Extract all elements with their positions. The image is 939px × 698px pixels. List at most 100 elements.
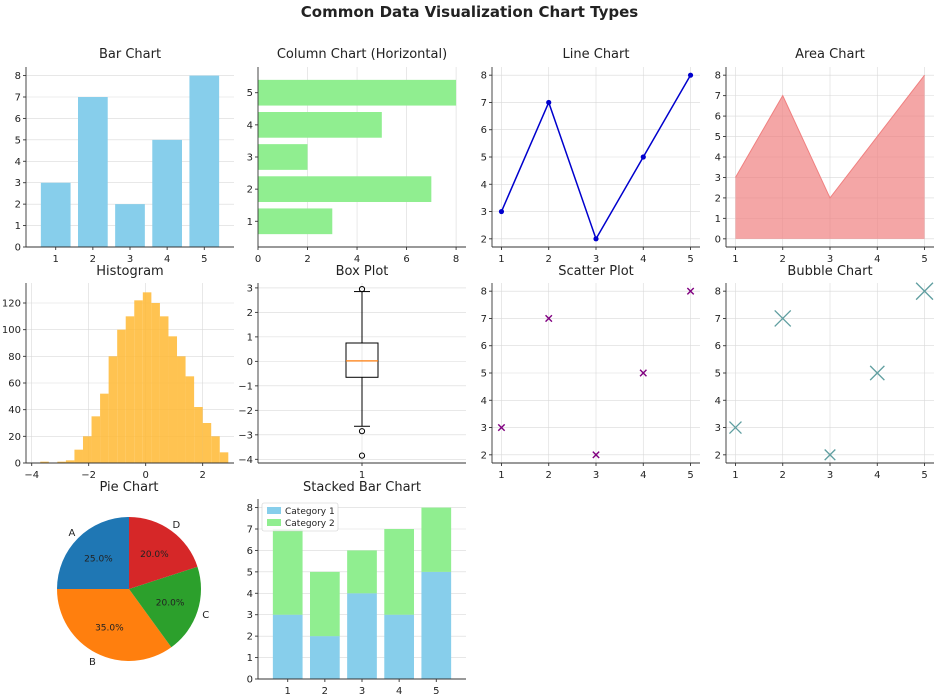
- chart-title: Line Chart: [563, 47, 630, 62]
- bar: [78, 97, 108, 247]
- y-tick-label: −2: [238, 406, 253, 417]
- y-tick-label: 0: [715, 234, 721, 245]
- y-tick-label: 3: [715, 423, 721, 434]
- y-tick-label: 7: [481, 314, 487, 325]
- bar: [115, 204, 145, 247]
- bubble-point-stroke: [869, 365, 885, 381]
- x-tick-label: 2: [304, 254, 310, 265]
- stacked-bar-segment: [310, 571, 340, 637]
- y-tick-label: 2: [15, 200, 21, 211]
- y-tick-label: 7: [15, 93, 21, 104]
- y-tick-label: 0: [247, 675, 253, 686]
- y-tick-label: 7: [715, 91, 721, 102]
- y-tick-label: 6: [481, 341, 487, 352]
- stacked-bar-segment: [272, 529, 303, 615]
- histogram-bin: [159, 316, 169, 463]
- histogram-bin: [219, 452, 229, 463]
- figure-title: Common Data Visualization Chart Types: [301, 3, 638, 21]
- y-tick-label: 4: [481, 396, 487, 407]
- pie-chart: Pie Chart 25.0% A 35.0% B 20.0% C 20.0% D: [57, 480, 209, 668]
- y-tick-label: 5: [715, 369, 721, 380]
- area-edge: [735, 74, 925, 199]
- data-point: [546, 99, 552, 106]
- histogram-bin: [40, 461, 49, 463]
- bar: [152, 139, 182, 247]
- pie-slice: [57, 517, 129, 589]
- scatter-point-stroke: [545, 314, 553, 323]
- pie-slice: [129, 566, 202, 648]
- pie-category-label: B: [89, 657, 96, 668]
- stacked-bar-segment: [384, 614, 414, 679]
- histogram-bin: [125, 316, 135, 463]
- x-tick-label: 4: [164, 254, 170, 265]
- y-tick-label: 6: [247, 546, 253, 557]
- x-tick-label: −2: [81, 470, 96, 481]
- y-tick-label: 5: [247, 567, 253, 578]
- histogram-bin: [177, 356, 186, 463]
- legend-label: Category 1: [285, 507, 335, 517]
- x-tick-label: 3: [127, 254, 133, 265]
- y-tick-label: 2: [481, 234, 487, 245]
- bar: [258, 144, 308, 170]
- stacked-bar-segment: [310, 636, 340, 679]
- chart-title: Histogram: [96, 264, 163, 279]
- y-tick-label: 40: [8, 405, 21, 416]
- stacked-bar-segment: [421, 507, 452, 572]
- scatter-point-stroke: [592, 451, 600, 459]
- histogram-bin: [185, 376, 195, 463]
- histogram-bin: [108, 356, 118, 463]
- y-tick-label: 20: [8, 432, 21, 443]
- histogram-bin: [65, 460, 75, 463]
- x-tick-label: 5: [201, 254, 207, 265]
- scatter-point-stroke: [639, 369, 647, 377]
- y-tick-label: 0: [247, 357, 253, 368]
- y-tick-label: 6: [715, 341, 721, 352]
- y-tick-label: 5: [481, 153, 487, 164]
- x-tick-label: 1: [359, 470, 365, 481]
- y-tick-label: 2: [247, 185, 253, 196]
- chart-title: Pie Chart: [99, 480, 158, 495]
- y-tick-label: 4: [15, 157, 21, 168]
- pie-pct-label: 20.0%: [156, 598, 185, 608]
- y-tick-label: 8: [715, 71, 721, 82]
- pie-slice: [129, 517, 198, 589]
- histogram-bin: [202, 423, 212, 463]
- x-tick-label: 4: [640, 254, 646, 265]
- bar: [189, 75, 220, 247]
- data-point: [640, 154, 646, 160]
- y-tick-label: 120: [2, 299, 21, 310]
- bar: [258, 79, 457, 106]
- y-tick-label: 2: [715, 193, 721, 204]
- histogram-bin: [151, 303, 160, 463]
- x-tick-label: 2: [546, 254, 552, 265]
- scatter-point-stroke: [686, 287, 695, 295]
- y-tick-label: 1: [247, 332, 253, 343]
- histogram-bin: [168, 336, 178, 463]
- x-tick-label: 5: [433, 686, 439, 697]
- bar: [258, 208, 333, 235]
- y-tick-label: 5: [715, 132, 721, 143]
- histogram-bin: [117, 329, 126, 463]
- x-tick-label: 8: [453, 254, 459, 265]
- legend: Category 1 Category 2: [261, 502, 339, 532]
- histogram-bin: [91, 416, 101, 463]
- x-tick-label: 4: [874, 254, 880, 265]
- x-tick-label: 0: [255, 254, 261, 265]
- y-tick-label: 2: [715, 450, 721, 461]
- y-tick-label: 3: [247, 283, 253, 294]
- y-tick-label: −1: [238, 381, 253, 392]
- y-tick-label: 2: [481, 450, 487, 461]
- x-tick-label: 6: [403, 254, 409, 265]
- x-tick-label: 3: [827, 470, 833, 481]
- y-tick-label: 3: [481, 423, 487, 434]
- x-tick-label: 1: [498, 254, 504, 265]
- y-tick-label: 5: [15, 135, 21, 146]
- y-tick-label: 4: [481, 180, 487, 191]
- x-tick-label: 5: [687, 254, 693, 265]
- x-tick-label: 1: [53, 254, 59, 265]
- y-tick-label: 8: [15, 71, 21, 82]
- pie-pct-label: 20.0%: [140, 550, 169, 560]
- y-tick-label: 3: [15, 178, 21, 189]
